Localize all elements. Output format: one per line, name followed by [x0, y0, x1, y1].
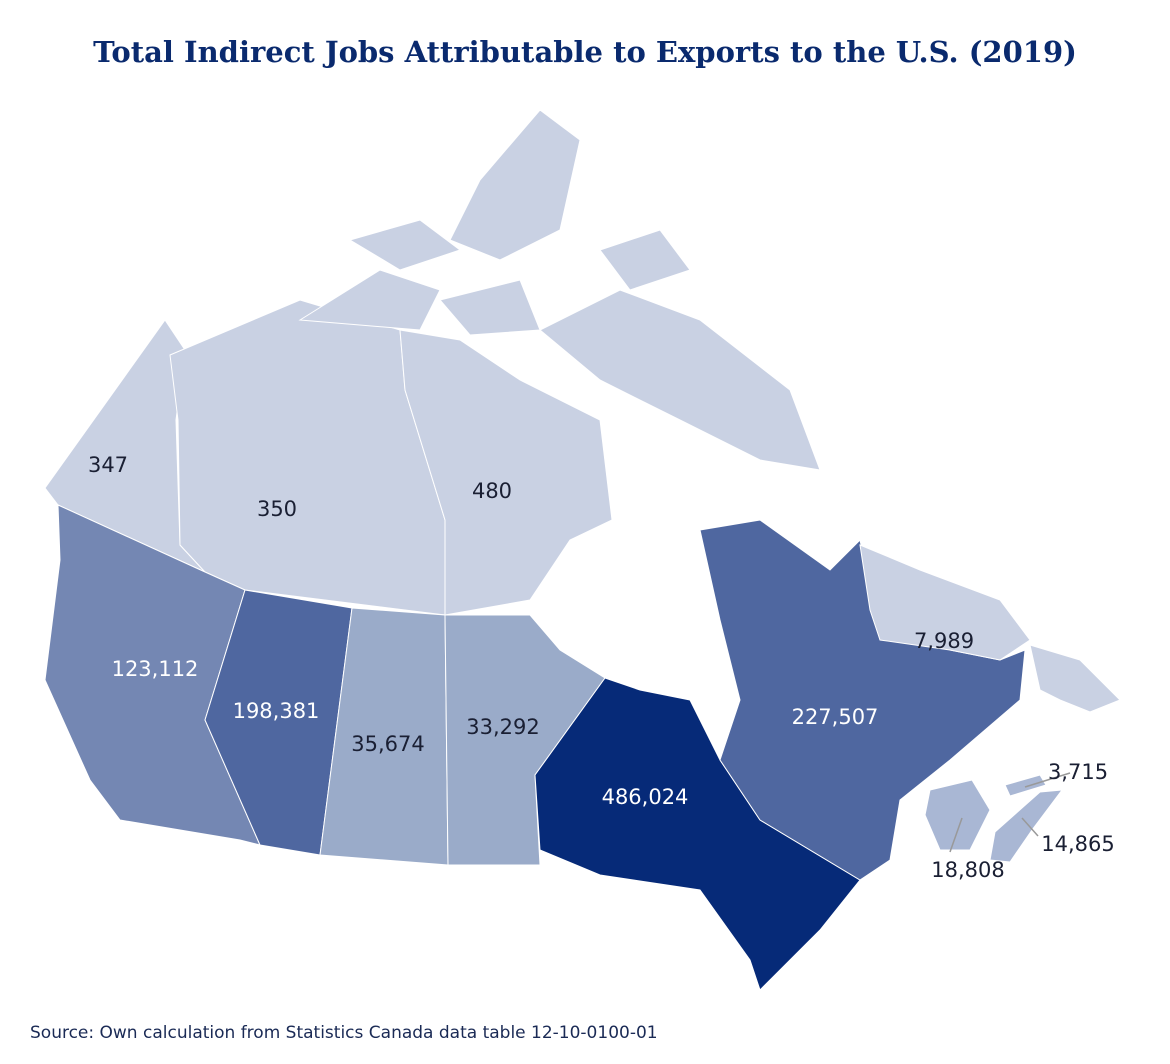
regions — [44, 109, 1121, 991]
region — [44, 504, 261, 846]
region — [534, 677, 861, 991]
value-label: 198,381 — [233, 699, 320, 723]
leader-line — [949, 817, 963, 853]
leader-line — [1021, 817, 1039, 837]
region — [924, 779, 991, 851]
value-label: 350 — [257, 497, 297, 521]
value-label: 123,112 — [112, 657, 199, 681]
region — [298, 109, 821, 616]
leader-line — [1024, 772, 1071, 788]
labels: 347 350 480 123,112 198,381 35,674 33,292 486,0… — [88, 453, 1115, 882]
region — [1004, 774, 1047, 797]
value-label: 18,808 — [931, 858, 1004, 882]
value-label: 480 — [472, 479, 512, 503]
value-label: 33,292 — [466, 715, 539, 739]
region — [204, 589, 353, 856]
value-label: 7,989 — [914, 629, 974, 653]
map-title: Total Indirect Jobs Attributable to Expo… — [93, 35, 1077, 69]
region — [699, 519, 1026, 881]
value-label: 14,865 — [1041, 832, 1114, 856]
region — [859, 544, 1121, 713]
value-label: 3,715 — [1048, 760, 1108, 784]
value-label: 486,024 — [602, 785, 689, 809]
value-label: 227,507 — [792, 705, 879, 729]
value-label: 347 — [88, 453, 128, 477]
value-label: 35,674 — [351, 732, 424, 756]
source-note: Source: Own calculation from Statistics … — [30, 1023, 658, 1043]
leader-lines — [949, 772, 1071, 853]
